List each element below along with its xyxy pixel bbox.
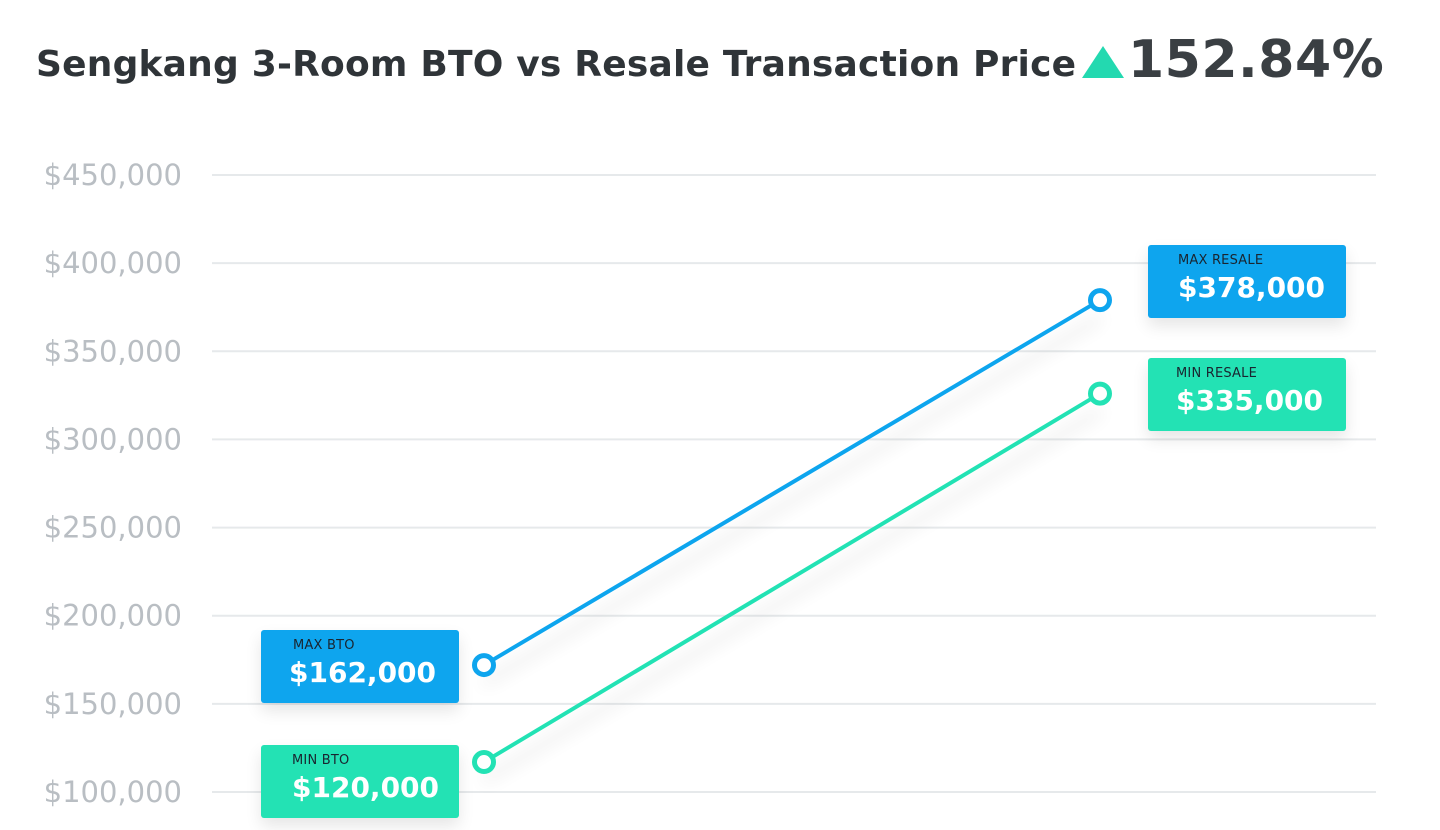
y-tick-label: $400,000 [44,246,182,280]
data-point-max-0 [472,653,496,678]
data-point-min-1 [1088,381,1112,406]
y-tick-label: $150,000 [44,687,182,721]
change-percentage: 152.84% [1128,30,1385,90]
change-indicator: 152.84% [1082,30,1384,90]
data-point-max-1 [1088,288,1112,313]
y-tick-label: $300,000 [44,422,182,456]
max-bto-callout: MAX BTO $162,000 [261,630,459,703]
min-bto-callout: MIN BTO $120,000 [261,745,459,818]
max-bto-caption: MAX BTO [293,638,355,653]
chart-title: Sengkang 3-Room BTO vs Resale Transactio… [36,44,1077,85]
series-lines [472,288,1112,775]
y-tick-label: $200,000 [44,599,182,633]
max-resale-caption: MAX RESALE [1178,253,1264,268]
min-resale-callout: MIN RESALE $335,000 [1148,358,1346,431]
grid-lines [212,174,1376,793]
min-bto-caption: MIN BTO [292,753,350,768]
data-point-min-0 [472,750,496,775]
series-line-min [482,391,1102,765]
series-line-max [482,298,1102,668]
min-resale-value: $335,000 [1176,384,1324,417]
min-resale-caption: MIN RESALE [1176,366,1257,381]
y-tick-label: $350,000 [44,334,182,368]
y-tick-label: $250,000 [44,511,182,545]
y-tick-label: $450,000 [44,158,182,192]
min-bto-value: $120,000 [292,771,440,804]
max-bto-value: $162,000 [289,656,437,689]
y-tick-label: $100,000 [44,775,182,809]
up-triangle-icon [1082,46,1124,78]
y-axis-ticks: $450,000 $400,000 $350,000 $300,000 $250,000… [44,158,182,809]
max-resale-value: $378,000 [1178,271,1326,304]
max-resale-callout: MAX RESALE $378,000 [1148,245,1346,318]
